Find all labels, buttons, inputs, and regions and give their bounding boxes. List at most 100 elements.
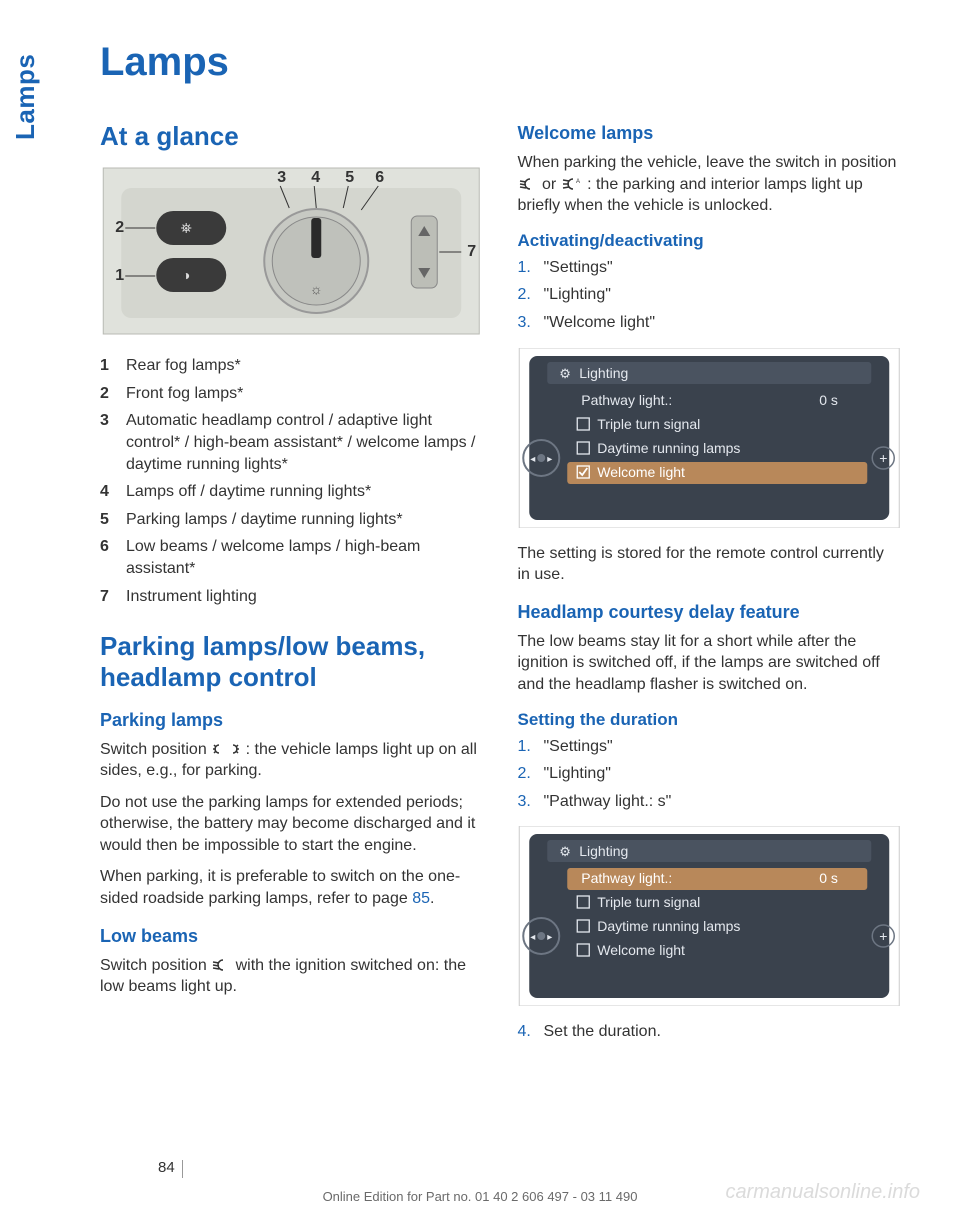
svg-text:3: 3 (277, 169, 286, 186)
text-fragment: When parking the vehicle, leave the swit… (518, 154, 897, 171)
left-column: At a glance ⛯ ◑ ☼ (100, 115, 483, 1049)
step-number: 4. (518, 1021, 544, 1043)
legend-text: Low beams / welcome lamps / high-beam as… (126, 536, 483, 579)
text-fragment: or (542, 176, 561, 193)
legend-number: 2 (100, 383, 126, 405)
svg-text:Welcome light: Welcome light (597, 464, 685, 480)
step-number: 1. (518, 257, 544, 279)
text-fragment: . (430, 890, 434, 907)
legend-text: Rear fog lamps* (126, 355, 483, 377)
heading-parking-lamps: Parking lamps (100, 710, 483, 731)
step-item: 3."Pathway light.: s" (518, 791, 901, 813)
steps-activating: 1."Settings"2."Lighting"3."Welcome light… (518, 257, 901, 334)
step-number: 2. (518, 763, 544, 785)
watermark: carmanualsonline.info (725, 1181, 920, 1204)
legend-number: 7 (100, 586, 126, 608)
legend-item: 3Automatic headlamp control / adaptive l… (100, 410, 483, 475)
step-number: 3. (518, 791, 544, 813)
legend-item: 7Instrument lighting (100, 586, 483, 608)
page-title: Lamps (100, 40, 900, 85)
svg-text:Pathway light.:: Pathway light.: (581, 870, 672, 886)
legend-number: 6 (100, 536, 126, 579)
stored-text: The setting is stored for the remote con… (518, 543, 901, 586)
svg-text:+: + (879, 928, 887, 944)
svg-text:⚙: ⚙ (559, 844, 571, 859)
svg-text:▸: ▸ (547, 454, 552, 465)
page-number-divider (182, 1160, 183, 1178)
legend-item: 2Front fog lamps* (100, 383, 483, 405)
legend-number: 4 (100, 481, 126, 503)
legend-list: 1Rear fog lamps*2Front fog lamps*3Automa… (100, 355, 483, 607)
svg-text:Pathway light.:: Pathway light.: (581, 392, 672, 408)
legend-item: 6Low beams / welcome lamps / high-beam a… (100, 536, 483, 579)
heading-low-beams: Low beams (100, 926, 483, 947)
legend-text: Automatic headlamp control / adaptive li… (126, 410, 483, 475)
svg-text:Daytime running lamps: Daytime running lamps (597, 440, 740, 456)
step-item: 1."Settings" (518, 736, 901, 758)
legend-item: 4Lamps off / daytime running lights* (100, 481, 483, 503)
legend-text: Lamps off / daytime running lights* (126, 481, 483, 503)
text-fragment: Switch position (100, 741, 211, 758)
svg-text:0 s: 0 s (819, 392, 838, 408)
svg-text:0 s: 0 s (819, 870, 838, 886)
idrive-menu-welcome: Lighting⚙◂▸+Pathway light.:0 sTriple tur… (518, 348, 901, 528)
lamp-dial-figure: ⛯ ◑ ☼ 3 4 5 6 2 (100, 166, 483, 336)
courtesy-text: The low beams stay lit for a short while… (518, 631, 901, 696)
step-item: 1."Settings" (518, 257, 901, 279)
heading-welcome-lamps: Welcome lamps (518, 123, 901, 144)
svg-text:Triple turn signal: Triple turn signal (597, 416, 700, 432)
step-set-duration: 4. Set the duration. (518, 1021, 901, 1043)
parking-lamps-icon (211, 742, 241, 756)
legend-text: Parking lamps / daytime running lights* (126, 509, 483, 531)
svg-text:7: 7 (467, 243, 476, 260)
svg-text:+: + (879, 450, 887, 466)
side-section-label: Lamps (10, 54, 41, 140)
svg-text:☼: ☼ (310, 281, 323, 297)
step-text: "Settings" (544, 736, 901, 758)
legend-number: 3 (100, 410, 126, 475)
svg-text:2: 2 (115, 219, 124, 236)
svg-text:6: 6 (375, 169, 384, 186)
svg-text:◂: ◂ (530, 454, 535, 465)
step-text: Set the duration. (544, 1021, 901, 1043)
idrive-menu-pathway: Lighting⚙◂▸+Pathway light.:0 sTriple tur… (518, 826, 901, 1006)
welcome-text: When parking the vehicle, leave the swit… (518, 152, 901, 217)
auto-lamp-icon: A (561, 177, 583, 191)
page-number: 84 (158, 1159, 175, 1176)
page-content: Lamps At a glance ⛯ ◑ ☼ (100, 0, 900, 1049)
heading-at-a-glance: At a glance (100, 121, 483, 152)
legend-number: 5 (100, 509, 126, 531)
lowbeams-text: Switch position with the ignition switch… (100, 955, 483, 998)
svg-text:Welcome light: Welcome light (597, 942, 685, 958)
legend-text: Front fog lamps* (126, 383, 483, 405)
svg-text:A: A (576, 179, 580, 185)
right-column: Welcome lamps When parking the vehicle, … (518, 115, 901, 1049)
svg-text:◑: ◑ (182, 267, 190, 283)
svg-text:Lighting: Lighting (579, 843, 628, 859)
step-item: 2."Lighting" (518, 284, 901, 306)
step-text: "Lighting" (544, 763, 901, 785)
svg-text:▸: ▸ (547, 932, 552, 943)
step-text: "Welcome light" (544, 312, 901, 334)
parking-text-2: Do not use the parking lamps for extende… (100, 792, 483, 857)
text-fragment: Switch position (100, 957, 211, 974)
svg-text:1: 1 (115, 267, 124, 284)
step-number: 1. (518, 736, 544, 758)
svg-text:⛯: ⛯ (181, 220, 192, 236)
heading-courtesy: Headlamp courtesy delay feature (518, 602, 901, 623)
low-beam-icon (518, 177, 538, 191)
step-text: "Pathway light.: s" (544, 791, 901, 813)
parking-text-3: When parking, it is preferable to switch… (100, 866, 483, 909)
heading-parking-lowbeams: Parking lamps/low beams, headlamp contro… (100, 631, 483, 693)
step-number: 2. (518, 284, 544, 306)
svg-text:5: 5 (345, 169, 354, 186)
svg-text:4: 4 (311, 169, 320, 186)
svg-text:Triple turn signal: Triple turn signal (597, 894, 700, 910)
legend-number: 1 (100, 355, 126, 377)
page-link: 85 (412, 890, 430, 907)
legend-item: 5Parking lamps / daytime running lights* (100, 509, 483, 531)
step-item: 2."Lighting" (518, 763, 901, 785)
legend-text: Instrument lighting (126, 586, 483, 608)
svg-text:Daytime running lamps: Daytime running lamps (597, 918, 740, 934)
step-text: "Settings" (544, 257, 901, 279)
